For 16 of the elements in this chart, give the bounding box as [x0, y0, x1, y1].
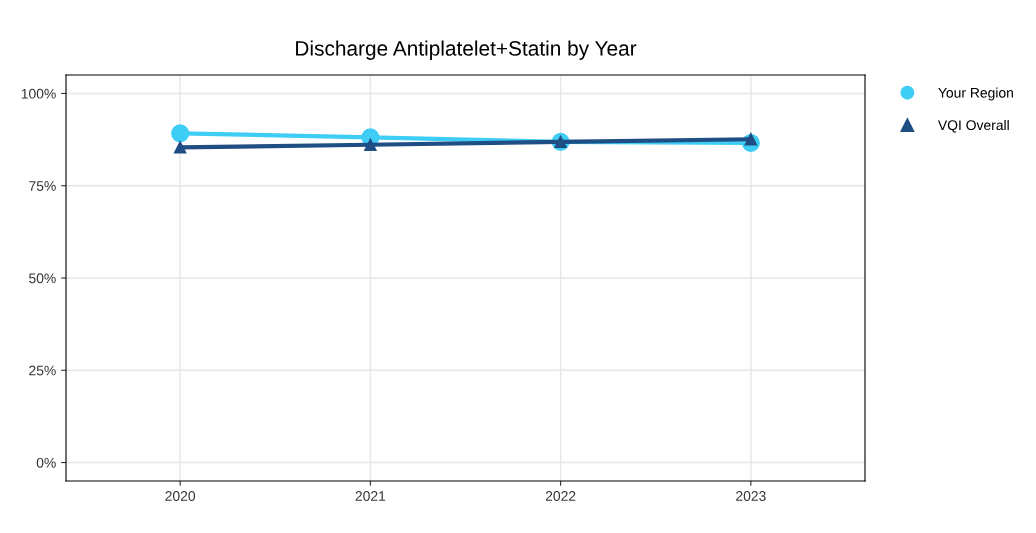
x-tick-label: 2020 — [165, 491, 196, 501]
x-tick-label: 2023 — [736, 491, 766, 501]
legend-label: Your Region — [938, 87, 1013, 101]
y-tick-label: 25% — [29, 365, 56, 376]
point — [364, 138, 377, 152]
legend-label: VQI Overall — [937, 119, 1009, 133]
y-tick-label: 0% — [36, 457, 56, 468]
y-tick-label: 75% — [29, 181, 56, 191]
x-tick-label: 2022 — [545, 491, 576, 501]
point — [744, 132, 758, 146]
y-tick-label: 100% — [21, 88, 56, 99]
point — [173, 141, 187, 154]
y-tick-label: 50% — [29, 273, 56, 284]
chart-title: Discharge Antiplatelet+Statin by Year — [296, 40, 637, 60]
point — [171, 124, 190, 143]
x-tick-label: 2021 — [355, 491, 386, 501]
